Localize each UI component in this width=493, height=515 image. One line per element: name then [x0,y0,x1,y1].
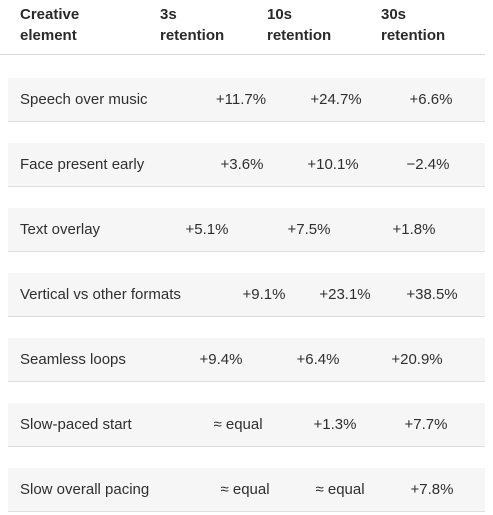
header-line: retention [381,27,446,44]
value-10s: +24.7% [310,91,362,108]
value-30s: +1.8% [392,221,436,238]
header-line: element [20,27,77,44]
value-3s: +9.4% [199,351,243,368]
table-row: Seamless loops +9.4% +6.4% +20.9% [8,338,485,382]
value-10s: ≈ equal [315,481,365,498]
row-label: Vertical vs other formats [20,286,181,303]
value-10s: +7.5% [287,221,331,238]
table-row: Slow-paced start ≈ equal +1.3% +7.7% [8,403,485,447]
table-row: Slow overall pacing ≈ equal ≈ equal +7.8… [8,468,485,512]
row-label: Text overlay [20,221,101,238]
value-30s: +7.8% [410,481,454,498]
row-label: Speech over music [20,91,148,108]
row-label: Slow overall pacing [20,481,150,498]
value-30s: +38.5% [406,286,458,303]
value-3s: +9.1% [242,286,286,303]
value-30s: −2.4% [406,156,450,173]
header-line: 30s [381,6,407,23]
table-row: Text overlay +5.1% +7.5% +1.8% [8,208,485,252]
value-30s: +20.9% [391,351,443,368]
value-3s: +3.6% [220,156,264,173]
value-10s: +1.3% [313,416,357,433]
header-line: retention [160,27,225,44]
table-header: Creative element 3s retention 10s retent… [0,0,485,55]
header-creative-element: Creative element [20,4,79,46]
header-10s-retention: 10s retention [267,4,331,46]
row-label: Face present early [20,156,145,173]
header-3s-retention: 3s retention [160,4,224,46]
row-label: Seamless loops [20,351,126,368]
value-30s: +6.6% [409,91,453,108]
value-3s: ≈ equal [220,481,270,498]
header-line: 10s [267,6,293,23]
value-10s: +6.4% [296,351,340,368]
header-30s-retention: 30s retention [381,4,445,46]
table-row: Vertical vs other formats +9.1% +23.1% +… [8,273,485,317]
value-3s: +5.1% [185,221,229,238]
header-line: 3s [160,6,177,23]
value-3s: +11.7% [215,91,267,108]
row-label: Slow-paced start [20,416,132,433]
header-line: Creative [20,6,80,23]
value-3s: ≈ equal [213,416,263,433]
table-row: Speech over music +11.7% +24.7% +6.6% [8,78,485,122]
header-line: retention [267,27,332,44]
value-10s: +10.1% [307,156,359,173]
table-row: Face present early +3.6% +10.1% −2.4% [8,143,485,187]
value-30s: +7.7% [404,416,448,433]
value-10s: +23.1% [319,286,371,303]
